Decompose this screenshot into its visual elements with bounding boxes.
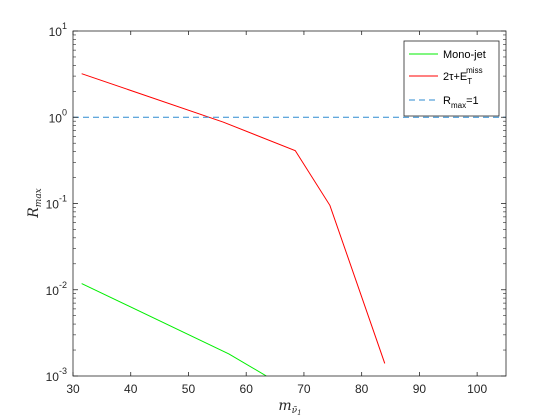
y-tick-label-1: 10-2 — [46, 280, 67, 298]
legend-label-ditau: 2τ+ETmiss — [443, 66, 483, 86]
series-layer — [73, 73, 506, 376]
legend-label-rmax-sub: max — [451, 101, 466, 110]
legend-label-rmax: Rmax=1 — [443, 95, 479, 110]
legend-label-ditau-sub: T — [467, 77, 472, 86]
x-tick-label-2: 50 — [182, 382, 196, 396]
y-tick-label-4: 101 — [49, 21, 67, 39]
y-axis-label: Rmax — [26, 188, 44, 219]
y-axis-label-main: R — [26, 207, 42, 219]
legend: Mono-jet 2τ+ETmiss Rmax=1 — [403, 40, 500, 117]
series-line-1 — [81, 73, 386, 364]
y-axis-ticks: 10-3 10-2 10-1 100 101 — [46, 21, 506, 384]
legend-label-rmax-suffix: =1 — [466, 95, 479, 107]
x-tick-label-1: 40 — [124, 382, 138, 396]
x-axis-label: mν̃1 — [278, 398, 301, 417]
x-tick-label-3: 60 — [240, 382, 254, 396]
legend-label-rmax-main: R — [443, 95, 451, 107]
y-tick-label-0: 10-3 — [46, 366, 67, 384]
legend-label-ditau-main: 2τ+E — [443, 71, 467, 83]
y-axis-label-sub: max — [34, 188, 44, 207]
series-line-0 — [81, 283, 267, 376]
legend-label-mono-jet: Mono-jet — [443, 49, 486, 61]
legend-label-ditau-sup: miss — [466, 66, 482, 75]
x-axis-label-subsub: 1 — [297, 409, 301, 417]
x-tick-label-0: 30 — [66, 382, 80, 396]
x-tick-label-6: 90 — [413, 382, 427, 396]
y-tick-label-2: 10-1 — [46, 194, 67, 212]
x-tick-label-7: 100 — [467, 382, 487, 396]
x-tick-label-5: 80 — [355, 382, 369, 396]
x-axis-label-main: m — [278, 398, 291, 414]
x-tick-label-4: 70 — [297, 382, 311, 396]
x-axis-ticks: 30 40 50 60 70 80 90 100 — [66, 31, 487, 396]
y-tick-label-3: 100 — [49, 107, 67, 125]
x-axis-label-sub: ν̃ — [292, 405, 298, 416]
